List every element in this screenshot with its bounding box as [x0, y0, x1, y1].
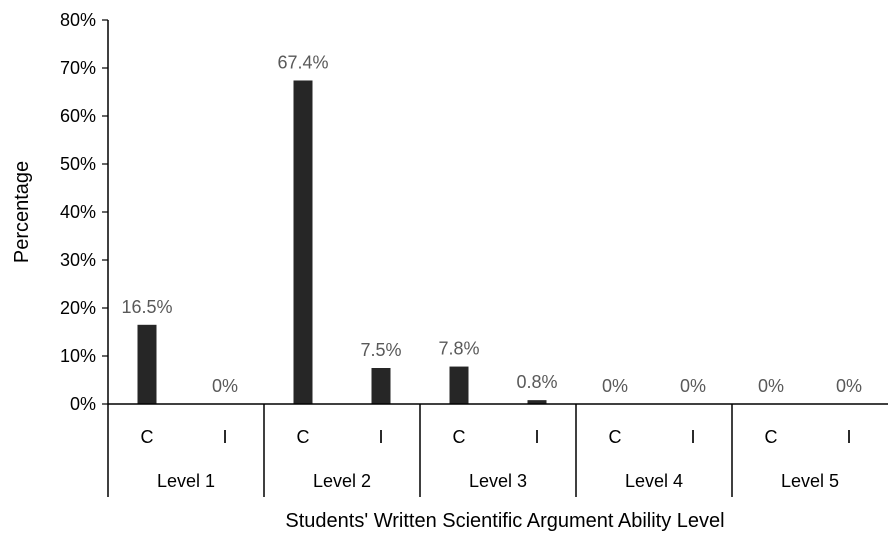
x-group-label: Level 4 — [625, 471, 683, 491]
data-label: 0% — [836, 376, 862, 396]
axes — [107, 20, 888, 497]
x-subcategory-label: I — [534, 427, 539, 447]
y-tick-label: 70% — [60, 58, 96, 78]
y-tick-label: 80% — [60, 10, 96, 30]
data-label: 67.4% — [277, 52, 328, 72]
y-tick-label: 20% — [60, 298, 96, 318]
x-subcategory-label: C — [609, 427, 622, 447]
x-subcategory-label: C — [765, 427, 778, 447]
y-tick-label: 30% — [60, 250, 96, 270]
x-group-label: Level 1 — [157, 471, 215, 491]
x-subcategory-label: I — [222, 427, 227, 447]
y-tick-label: 60% — [60, 106, 96, 126]
x-subcategory-label: C — [297, 427, 310, 447]
data-label: 0.8% — [516, 372, 557, 392]
x-group-label: Level 5 — [781, 471, 839, 491]
data-label: 16.5% — [121, 297, 172, 317]
bar-level-2-i — [371, 368, 391, 404]
y-tick-label: 0% — [70, 394, 96, 414]
bar-level-3-i — [527, 400, 547, 404]
x-axis-labels: C I C I C I C I C I Level 1 Level 2 Level 3 Level 4 Le… — [141, 427, 852, 491]
data-label: 7.8% — [438, 339, 479, 359]
x-subcategory-label: I — [378, 427, 383, 447]
x-group-label: Level 2 — [313, 471, 371, 491]
x-subcategory-label: I — [690, 427, 695, 447]
y-tick-label: 50% — [60, 154, 96, 174]
y-axis-title: Percentage — [11, 161, 33, 263]
y-tick-label: 10% — [60, 346, 96, 366]
data-label: 0% — [758, 376, 784, 396]
x-subcategory-label: C — [453, 427, 466, 447]
x-axis-title: Students' Written Scientific Argument Ab… — [285, 510, 724, 532]
y-axis-ticks: 0% 10% 20% 30% 40% 50% 60% 70% 80% — [60, 10, 108, 414]
bar-level-3-c — [449, 366, 469, 404]
bars — [137, 80, 547, 404]
bar-level-1-c — [137, 324, 157, 404]
bar-level-2-c — [293, 80, 313, 404]
data-label: 0% — [602, 376, 628, 396]
data-label: 0% — [680, 376, 706, 396]
x-group-label: Level 3 — [469, 471, 527, 491]
data-labels: 16.5% 0% 67.4% 7.5% 7.8% 0.8% 0% 0% 0% 0% — [121, 52, 862, 396]
data-label: 7.5% — [360, 340, 401, 360]
x-subcategory-label: I — [846, 427, 851, 447]
data-label: 0% — [212, 376, 238, 396]
x-subcategory-label: C — [141, 427, 154, 447]
y-tick-label: 40% — [60, 202, 96, 222]
